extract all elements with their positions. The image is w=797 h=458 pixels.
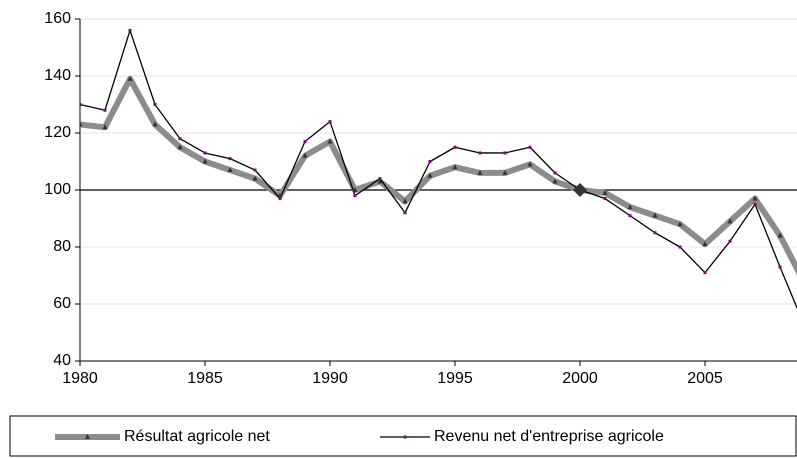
plot xyxy=(80,28,797,310)
point-marker xyxy=(103,108,107,112)
point-marker xyxy=(778,265,782,269)
point-marker xyxy=(277,192,283,198)
point-marker xyxy=(628,214,632,218)
y-tick-label: 120 xyxy=(44,124,71,141)
point-marker xyxy=(478,151,482,155)
point-marker xyxy=(502,169,508,175)
point-marker xyxy=(677,221,683,227)
point-marker xyxy=(752,195,758,201)
point-marker xyxy=(303,140,307,144)
point-marker xyxy=(528,145,532,149)
point-marker xyxy=(352,187,358,192)
legend-label: Résultat agricole net xyxy=(124,428,270,445)
y-tick-label: 100 xyxy=(44,181,71,198)
point-marker xyxy=(178,137,182,141)
y-tick-label: 40 xyxy=(53,352,71,369)
point-marker xyxy=(427,172,433,178)
x-tick-label: 1995 xyxy=(437,370,473,387)
point-marker xyxy=(452,164,458,170)
x-tick-label: 1980 xyxy=(62,370,98,387)
point-marker xyxy=(753,202,757,206)
point-marker xyxy=(552,178,558,184)
point-marker xyxy=(302,152,308,158)
point-marker xyxy=(603,197,607,201)
point-marker xyxy=(602,189,608,195)
point-marker xyxy=(227,167,233,173)
y-tick-label: 160 xyxy=(44,10,71,27)
point-marker xyxy=(653,231,657,235)
point-marker xyxy=(353,194,357,198)
point-marker xyxy=(228,157,232,161)
legend-marker xyxy=(403,435,407,439)
point-marker xyxy=(127,75,133,81)
point-marker xyxy=(477,169,483,175)
point-marker xyxy=(278,197,282,201)
point-marker xyxy=(727,218,733,224)
base-point xyxy=(573,183,587,197)
y-tick-label: 80 xyxy=(53,238,71,255)
x-tick-label: 1985 xyxy=(187,370,223,387)
point-marker xyxy=(453,145,457,149)
point-marker xyxy=(627,204,633,210)
y-tick-label: 140 xyxy=(44,67,71,84)
point-marker xyxy=(128,28,132,32)
point-marker xyxy=(153,103,157,106)
point-marker xyxy=(102,124,108,130)
series-line xyxy=(80,29,797,310)
point-marker xyxy=(328,120,332,124)
point-marker xyxy=(177,144,183,150)
point-marker xyxy=(678,245,682,249)
x-tick-label: 2005 xyxy=(687,370,723,387)
point-marker xyxy=(152,121,158,127)
point-marker xyxy=(377,178,383,184)
point-marker xyxy=(80,121,83,127)
legend-label: Revenu net d'entreprise agricole xyxy=(434,428,664,445)
point-marker xyxy=(728,239,732,243)
legend-marker xyxy=(85,434,90,439)
x-tick-label: 1990 xyxy=(312,370,348,387)
point-marker xyxy=(777,232,783,238)
series-line xyxy=(80,75,797,276)
point-marker xyxy=(252,175,258,181)
point-marker xyxy=(652,212,658,218)
point-marker xyxy=(378,177,382,181)
point-marker xyxy=(553,171,557,175)
point-marker xyxy=(80,103,82,106)
point-marker xyxy=(428,160,432,163)
point-marker xyxy=(327,138,333,144)
x-tick-label: 2000 xyxy=(562,370,598,387)
point-marker xyxy=(402,198,408,204)
y-tick-label: 60 xyxy=(53,295,71,312)
point-marker xyxy=(203,151,207,155)
point-marker xyxy=(702,241,708,247)
point-marker xyxy=(503,151,507,155)
point-marker xyxy=(527,161,533,167)
point-marker xyxy=(253,168,257,172)
point-marker xyxy=(703,271,707,275)
legend-box xyxy=(9,415,797,457)
point-marker xyxy=(202,158,208,164)
point-marker xyxy=(403,211,407,215)
